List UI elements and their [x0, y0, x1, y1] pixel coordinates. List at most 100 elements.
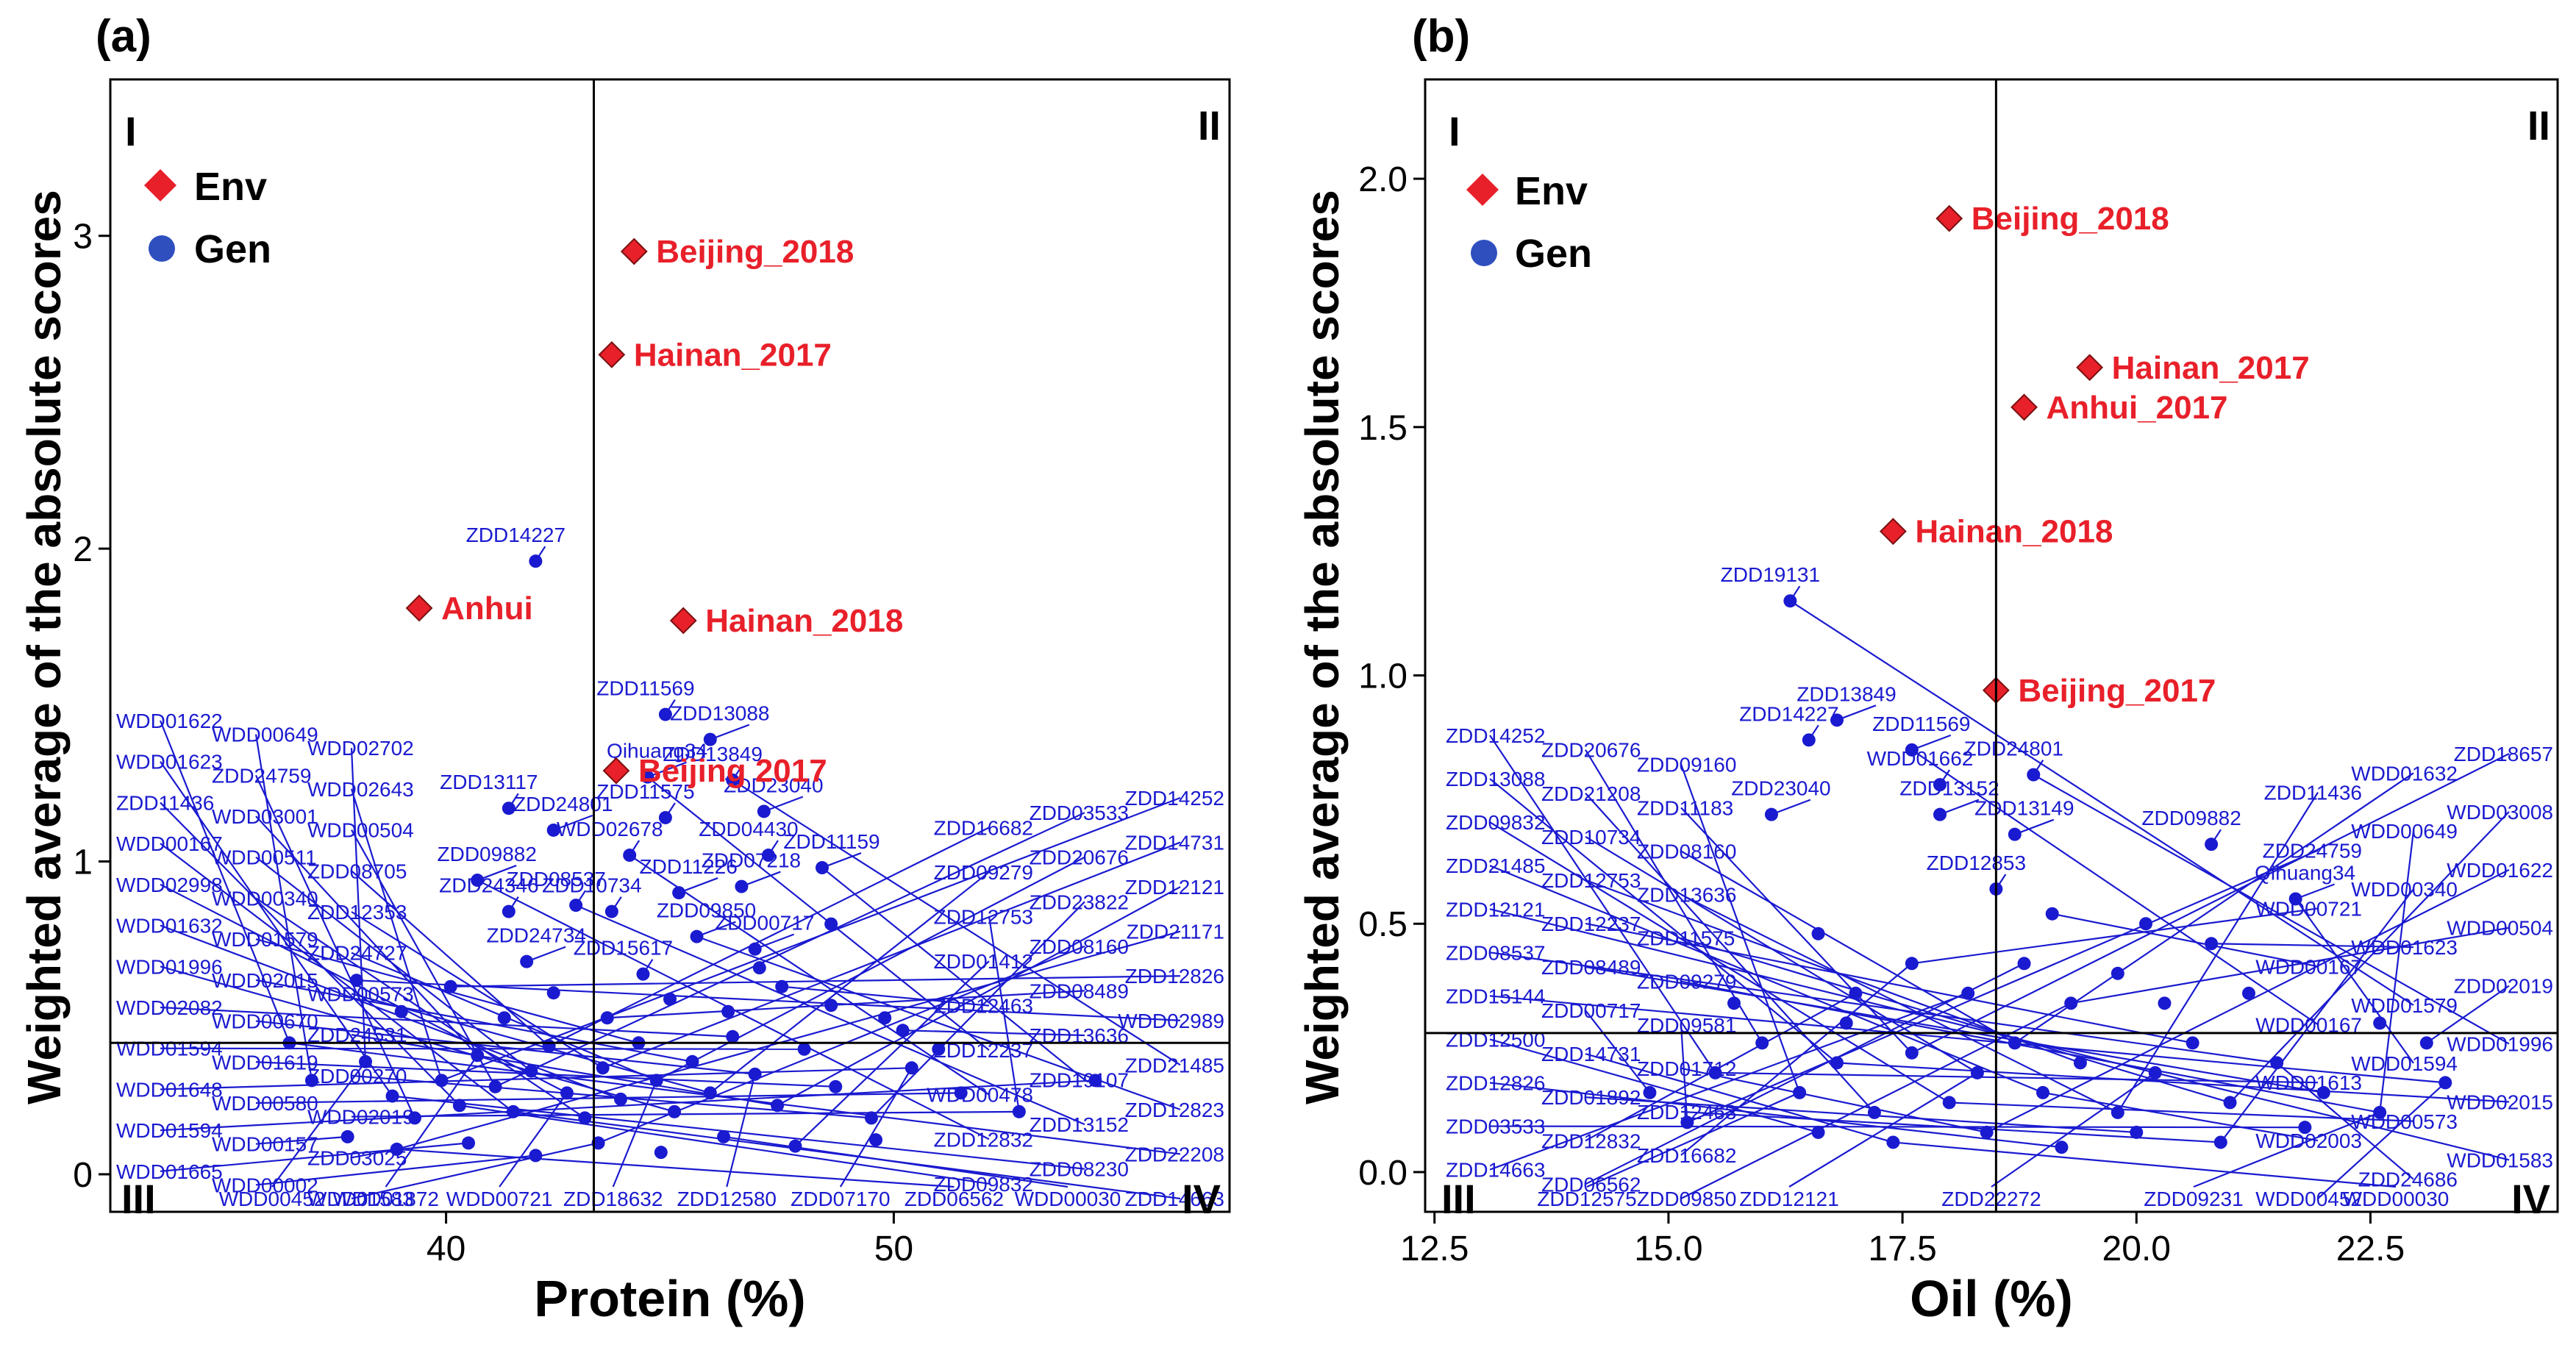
- gen-vector: [2033, 774, 2510, 1045]
- y-tick-label: 1.5: [1358, 409, 1407, 448]
- gen-label: ZDD19107: [1030, 1069, 1129, 1092]
- gen-label: ZDD14663: [1446, 1159, 1545, 1182]
- gen-label: ZDD24727: [307, 942, 407, 965]
- gen-vector: [1911, 907, 2319, 965]
- gen-point-label: Qihuang34: [607, 740, 707, 763]
- gen-label: ZDD13636: [1637, 884, 1736, 907]
- gen-label: WDD02015: [212, 969, 318, 992]
- gen-label: ZDD06562: [905, 1188, 1004, 1210]
- panel-b-quadrant-1: I: [1449, 108, 1460, 154]
- gen-point: [2205, 937, 2219, 951]
- gen-point-label: ZDD15617: [574, 937, 673, 960]
- gen-label: WDD01632: [2351, 762, 2458, 785]
- gen-vector: [2211, 943, 2414, 949]
- gen-vector: [1836, 1062, 2510, 1103]
- gen-label: WDD00452: [2255, 1188, 2362, 1210]
- x-tick-label: 50: [874, 1229, 913, 1268]
- gen-point: [596, 1061, 610, 1075]
- gen-point-label: ZDD12853: [1927, 852, 2026, 874]
- gen-point-label: ZDD23040: [1731, 777, 1830, 800]
- gen-vector: [1585, 1053, 1894, 1143]
- gen-vector: [723, 1135, 1068, 1188]
- gen-label: WDD00030: [1015, 1188, 1121, 1210]
- gen-point: [896, 1024, 910, 1038]
- gen-vector: [1489, 865, 2044, 1093]
- gen-point: [304, 1074, 318, 1088]
- gen-label: ZDD00717: [1541, 999, 1641, 1022]
- env-point: [669, 607, 697, 635]
- gen-label: ZDD13152: [1030, 1113, 1129, 1136]
- env-point: [598, 340, 626, 368]
- gen-point: [1680, 1115, 1694, 1129]
- gen-label: ZDD02019: [2454, 975, 2553, 998]
- gen-label: WDD00452: [219, 1188, 326, 1210]
- gen-point-label: ZDD09882: [438, 843, 537, 865]
- gen-point: [488, 1079, 502, 1093]
- gen-vector: [1489, 952, 2277, 1064]
- gen-point: [2008, 827, 2022, 841]
- gen-point: [703, 732, 717, 746]
- gen-point: [462, 1136, 476, 1150]
- y-tick-label: 0.5: [1358, 905, 1407, 944]
- gen-vector: [1489, 821, 1950, 1104]
- gen-point: [824, 999, 838, 1013]
- gen-point: [1970, 1065, 1984, 1079]
- gen-label: ZDD12826: [1446, 1072, 1545, 1095]
- gen-point: [672, 886, 686, 900]
- panel-a-legend-env-marker: [144, 169, 176, 201]
- gen-vector: [1788, 1071, 1978, 1188]
- panel-b-legend-gen-label: Gen: [1515, 232, 1592, 276]
- panel-b-frame: [1424, 78, 2559, 1213]
- gen-point: [2316, 1085, 2330, 1099]
- gen-point-label: ZDD24346: [439, 874, 538, 897]
- gen-point: [407, 1111, 421, 1125]
- gen-vector: [646, 776, 990, 1052]
- gen-point: [604, 904, 618, 918]
- gen-point: [349, 974, 363, 988]
- gen-point: [685, 1054, 699, 1068]
- gen-label: ZDD14252: [1125, 787, 1224, 810]
- gen-point-label: ZDD11575: [596, 780, 694, 803]
- gen-point: [1905, 957, 1919, 971]
- gen-vector: [2229, 811, 2510, 1104]
- gen-vector: [2379, 831, 2415, 1113]
- gen-point: [623, 849, 637, 863]
- gen-point: [1708, 1065, 1722, 1079]
- gen-label: ZDD12832: [934, 1128, 1033, 1151]
- gen-label: WDD00573: [2351, 1110, 2458, 1133]
- gen-point: [2073, 1056, 2087, 1070]
- gen-vector: [1986, 868, 2510, 1133]
- gen-point-label: ZDD14227: [466, 524, 565, 546]
- gen-label: ZDD21485: [1125, 1054, 1224, 1077]
- gen-label: ZDD08705: [307, 860, 407, 882]
- y-tick-label: 1: [73, 843, 93, 882]
- panel-b-x-axis: 12.5 15.0 17.5 20.0 22.5: [1400, 1212, 2405, 1268]
- y-tick-label: 2.0: [1358, 160, 1407, 199]
- x-tick-label: 40: [427, 1229, 465, 1268]
- gen-vector: [754, 933, 795, 950]
- gen-label: ZDD18657: [2454, 743, 2553, 765]
- env-point-label: Anhui: [441, 590, 533, 626]
- gen-point: [359, 1054, 373, 1068]
- gen-point: [668, 1104, 682, 1118]
- gen-point: [815, 861, 829, 875]
- gen-label: WDD03008: [2447, 801, 2553, 824]
- panel-b: (b) ZDD14252ZDD20676ZDD09160ZDD13088ZDD2…: [1296, 11, 2559, 1327]
- gen-label: WDD01665: [116, 1160, 223, 1183]
- x-tick-label: 22.5: [2336, 1229, 2405, 1268]
- gen-label: ZDD11436: [116, 791, 214, 814]
- y-tick-label: 1.0: [1358, 657, 1407, 696]
- panel-b-legend-gen-marker: [1471, 240, 1497, 266]
- gen-point: [529, 554, 543, 568]
- gen-vector: [1586, 1091, 1800, 1188]
- gen-point: [443, 979, 457, 993]
- gen-label: ZDD09160: [1637, 753, 1736, 776]
- gen-point-label: ZDD24734: [486, 924, 585, 947]
- gen-vector: [1489, 1125, 2305, 1129]
- gen-label: ZDD24759: [2263, 840, 2362, 863]
- gen-point: [497, 1011, 511, 1025]
- gen-vector: [902, 1029, 1085, 1037]
- gen-vector: [351, 1110, 1019, 1118]
- gen-label: ZDD09279: [1637, 971, 1736, 993]
